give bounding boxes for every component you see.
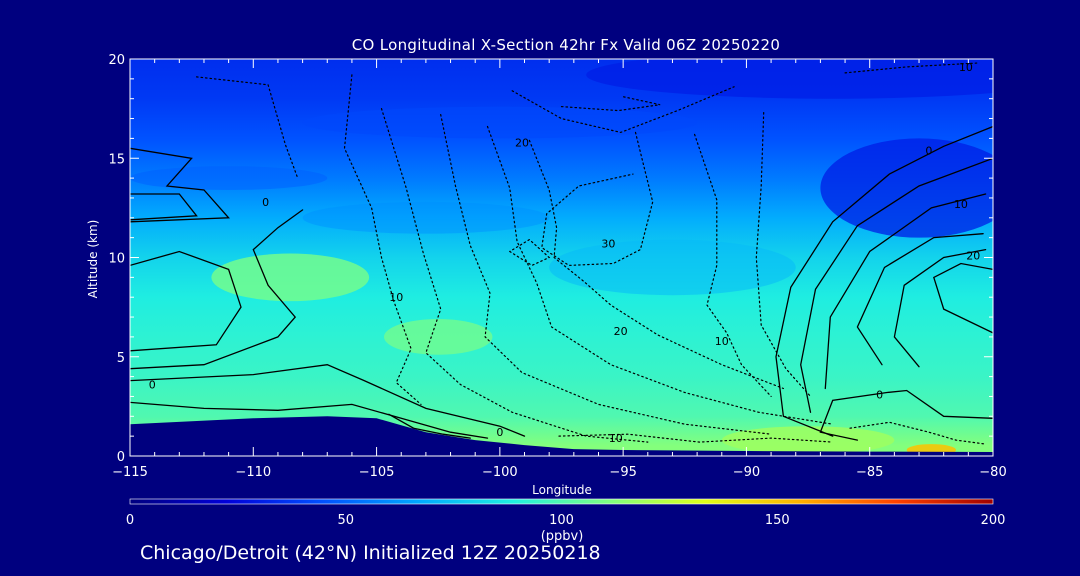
contour-dotted-7 [694,133,772,397]
field-feature-6 [820,138,993,238]
contour-lines [130,62,993,445]
contour-label-8: 10 [609,432,623,445]
x-tick-label-7: −80 [979,465,1006,480]
contour-label-0: 0 [262,196,269,209]
contour-solid-6 [388,413,471,439]
contour-solid-13 [933,262,993,334]
field-feature-9 [130,166,328,191]
colorbar-tick-label-4: 200 [981,513,1006,528]
contour-label-1: 0 [149,379,156,392]
contour-solid-12 [893,248,987,368]
contour-dotted-11 [844,62,979,74]
footer-caption: Chicago/Detroit (42°N) Initialized 12Z 2… [140,542,601,564]
contour-solid-2 [130,250,242,352]
x-tick-label-5: −90 [733,465,760,480]
contour-solid-7 [819,389,993,441]
x-tick-label-0: −115 [112,465,148,480]
contour-solid-4 [130,209,304,370]
co-field-features [130,59,993,456]
x-tick-label-1: −110 [235,465,271,480]
contour-solid-9 [800,157,993,413]
contour-dotted-0 [343,74,422,405]
field-feature-2 [721,426,895,455]
contour-label-5: 20 [614,325,628,338]
contour-label-2: 10 [389,291,403,304]
field-feature-5 [302,106,698,139]
contour-label-9: 0 [876,388,883,401]
contour-label-3: 20 [515,136,529,149]
chart-title: CO Longitudinal X-Section 42hr Fx Valid … [352,36,780,54]
contour-dotted-14 [849,421,987,445]
contour-solid-8 [775,125,993,437]
x-axis: −115 −110 −105 −100 −95 −90 −85 −80 [112,59,1007,480]
contour-solid-5 [130,401,489,439]
contour-dotted-13 [558,433,834,443]
colorbar-units: (ppbv) [541,529,584,544]
colorbar-strip [129,498,994,505]
y-axis-label: Altitude (km) [86,220,100,299]
contour-solid-10 [824,193,987,390]
y-tick-label-3: 15 [108,152,125,167]
contour-dotted-12 [196,76,299,179]
contour-dotted-2 [440,114,772,435]
plot-area: 0 0 10 20 30 20 10 0 10 0 0 10 20 10 [130,59,993,456]
y-tick-label-4: 20 [108,53,125,68]
y-tick-label-1: 5 [117,351,125,366]
contour-solid-3 [130,364,526,437]
contour-label-10: 0 [925,144,932,157]
contour-label-13: 10 [959,61,973,74]
colorbar-tick-label-0: 0 [126,513,134,528]
field-feature-8 [302,201,550,234]
colorbar-tick-label-3: 150 [765,513,790,528]
colorbar-ticks: 0 50 100 150 200 [126,513,1006,528]
contour-label-6: 10 [715,335,729,348]
x-tick-label-3: −100 [482,465,518,480]
contour-solid-11 [856,233,984,366]
contour-dotted-4 [528,139,784,390]
colorbar: 0 50 100 150 200 (ppbv) [126,498,1006,544]
contour-dotted-9 [511,86,735,134]
field-feature-0 [211,253,370,302]
contour-solid-0 [130,147,230,223]
field-feature-7 [549,239,796,296]
x-tick-label-6: −85 [856,465,883,480]
contour-label-11: 10 [954,198,968,211]
field-feature-1 [383,319,493,355]
colorbar-tick-label-1: 50 [337,513,354,528]
y-axis: 0 5 10 15 20 [108,53,993,465]
contour-label-4: 30 [601,238,615,251]
colorbar-tick-label-2: 100 [549,513,574,528]
y-tick-label-2: 10 [108,252,125,267]
terrain-mask [130,416,993,456]
contour-solid-1 [130,193,198,221]
contour-label-7: 0 [496,426,503,439]
y-tick-label-0: 0 [117,450,125,465]
x-tick-label-2: −105 [359,465,395,480]
contour-dotted-10 [560,96,661,112]
contour-dotted-3 [486,125,834,425]
contour-label-12: 20 [966,250,980,263]
x-tick-label-4: −95 [609,465,636,480]
contour-labels: 0 0 10 20 30 20 10 0 10 0 0 10 20 10 [149,61,981,445]
contour-dotted-6 [509,238,551,267]
x-axis-label: Longitude [532,483,592,497]
field-feature-4 [586,59,993,99]
